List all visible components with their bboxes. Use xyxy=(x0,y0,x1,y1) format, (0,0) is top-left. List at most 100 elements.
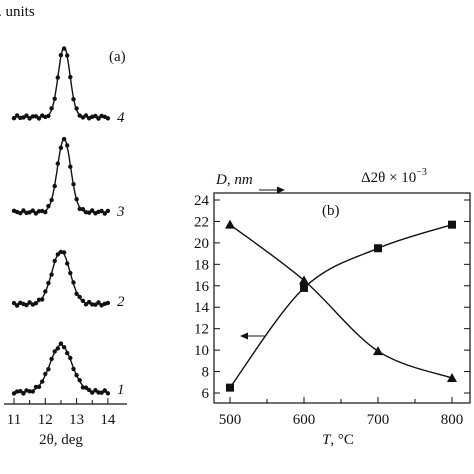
peak-point xyxy=(30,208,35,213)
panel-a-x-axis-label: 2θ, deg xyxy=(39,432,83,448)
peak-point xyxy=(90,302,95,307)
peak-curve-1 xyxy=(14,344,108,393)
square-marker xyxy=(226,383,234,392)
panel-b-y-tick-label: 22 xyxy=(194,214,209,230)
peak-point xyxy=(105,300,111,306)
peak-point xyxy=(58,145,64,150)
triangle-marker xyxy=(225,219,235,229)
square-marker xyxy=(374,244,382,253)
peak-point xyxy=(71,97,76,102)
panel-b-right-axis-label: Δ2θ × 10−3 xyxy=(361,167,427,186)
peak-point xyxy=(105,116,111,121)
panel-b-x-tick-label: 500 xyxy=(219,412,242,428)
triangle-marker xyxy=(299,275,309,285)
panel-b-x-tick-label: 800 xyxy=(441,412,464,428)
peak-point xyxy=(71,182,76,187)
peak-point xyxy=(86,210,92,215)
peak-point xyxy=(68,355,73,361)
peak-point xyxy=(65,143,70,148)
peak-point xyxy=(21,391,26,396)
peak-point xyxy=(36,297,42,302)
peak-point xyxy=(49,272,54,277)
square-marker xyxy=(300,283,308,292)
peak-point xyxy=(33,301,39,306)
peak-point xyxy=(77,206,82,212)
panel-a-x-tick-label: 12 xyxy=(38,412,53,428)
peak-point xyxy=(68,164,73,169)
peak-point xyxy=(102,211,108,216)
peak-point xyxy=(24,113,29,118)
peak-point xyxy=(86,387,92,393)
peak-point xyxy=(33,114,39,119)
peak-point xyxy=(74,106,79,111)
panel-b-y-tick-label: 12 xyxy=(194,322,209,338)
peak-point xyxy=(49,106,54,111)
peak-point xyxy=(27,116,32,121)
peak-point xyxy=(30,389,35,394)
peak-point xyxy=(83,302,89,307)
panel-b-y-tick-label: 8 xyxy=(202,365,210,381)
panel-a-x-tick-label: 14 xyxy=(100,412,116,428)
square-marker xyxy=(448,220,456,229)
peak-point xyxy=(61,250,67,255)
peak-point xyxy=(83,385,89,390)
panel-a-x-tick-label: 11 xyxy=(7,412,21,428)
peak-point xyxy=(105,391,111,396)
panel-b-y-tick-label: 18 xyxy=(194,257,209,273)
crystallite-size-curve xyxy=(229,224,453,389)
peak-point xyxy=(61,345,67,350)
peak-point xyxy=(65,53,70,58)
peak-point xyxy=(96,300,101,305)
peak-point xyxy=(86,299,92,305)
peak-point xyxy=(36,209,42,214)
peak-point xyxy=(27,389,32,394)
peak-point xyxy=(43,371,48,377)
peak-point xyxy=(46,113,51,119)
peak-point xyxy=(77,113,82,118)
peak-point xyxy=(58,52,64,58)
panel-b-y-tick-label: 24 xyxy=(194,193,210,209)
peak-point xyxy=(99,390,104,395)
peak-point xyxy=(65,261,70,266)
panel-b-y-tick-label: 14 xyxy=(194,300,210,316)
panel-b-y-tick-label: 16 xyxy=(194,279,210,295)
panel-a: . units (a) 4 3 2 1 11 12 13 14 2θ, deg xyxy=(0,4,127,448)
peak-point xyxy=(65,350,70,356)
peak-point xyxy=(11,300,17,306)
peak-point xyxy=(93,388,98,393)
panel-b-x-tick-label: 600 xyxy=(293,412,316,428)
curve-label-4: 4 xyxy=(117,110,125,126)
peak-point xyxy=(14,113,20,118)
peak-curve-4 xyxy=(14,46,108,118)
peak-point xyxy=(93,302,98,307)
peak-point xyxy=(52,258,57,264)
line-width-curve xyxy=(229,224,453,379)
peak-point xyxy=(96,116,101,121)
peak-point xyxy=(55,252,60,257)
peak-point xyxy=(49,356,54,362)
peak-point xyxy=(18,211,23,216)
peak-point xyxy=(90,390,95,395)
peak-point xyxy=(80,298,86,303)
peak-point xyxy=(61,46,67,51)
peak-point xyxy=(27,300,32,305)
peak-point xyxy=(52,183,57,189)
peak-point xyxy=(43,210,48,215)
peak-point xyxy=(68,74,73,80)
peak-point xyxy=(58,341,64,346)
panel-a-y-axis-label: . units xyxy=(0,4,35,20)
panel-b-y-tick-label: 10 xyxy=(194,343,209,359)
peak-point xyxy=(93,113,98,119)
peak-point xyxy=(24,302,29,308)
peak-point xyxy=(55,75,60,80)
peak-point xyxy=(102,388,108,393)
peak-point xyxy=(49,197,54,203)
peak-point xyxy=(36,384,42,389)
peak-point xyxy=(52,96,57,102)
curve-label-2: 2 xyxy=(117,294,125,310)
panel-b-x-tick-label: 700 xyxy=(367,412,390,428)
arrow-to-right-axis xyxy=(259,186,285,194)
peak-point xyxy=(18,388,23,394)
panel-b-y-tick-label: 6 xyxy=(202,386,210,402)
peak-point xyxy=(43,289,48,294)
